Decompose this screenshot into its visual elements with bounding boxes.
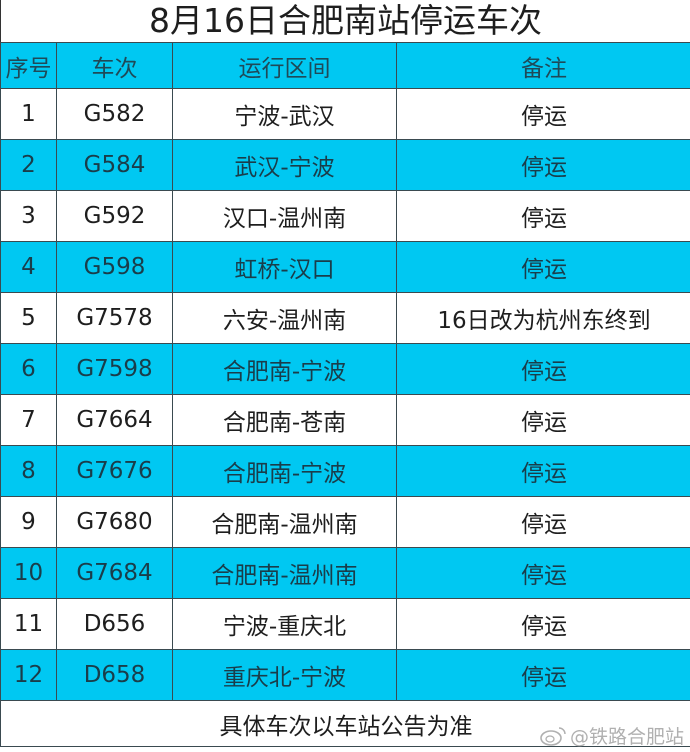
header-train: 车次	[56, 42, 173, 89]
cell-no: 12	[0, 649, 57, 701]
cell-route: 六安-温州南	[172, 292, 397, 344]
cell-no: 2	[0, 139, 57, 191]
cell-no: 4	[0, 241, 57, 293]
header-note: 备注	[396, 42, 690, 89]
cancelled-trains-table: 序号 车次 运行区间 备注 1 G582 宁波-武汉 停运 2 G584 武汉-宁波 停运 3 G…	[0, 42, 690, 747]
cell-train: G7578	[56, 292, 173, 344]
cell-no: 8	[0, 445, 57, 497]
table-row: 3 G592 汉口-温州南 停运	[0, 190, 690, 242]
cell-train: G7676	[56, 445, 173, 497]
header-no: 序号	[0, 42, 57, 89]
table-row: 11 D656 宁波-重庆北 停运	[0, 598, 690, 650]
cell-train: G584	[56, 139, 173, 191]
table-row: 4 G598 虹桥-汉口 停运	[0, 241, 690, 293]
cell-route: 合肥南-温州南	[172, 547, 397, 599]
cell-note: 16日改为杭州东终到	[396, 292, 690, 344]
cell-note: 停运	[396, 547, 690, 599]
cell-route: 合肥南-宁波	[172, 445, 397, 497]
cell-note: 停运	[396, 343, 690, 395]
cell-route: 重庆北-宁波	[172, 649, 397, 701]
cell-route: 宁波-重庆北	[172, 598, 397, 650]
table-row: 10 G7684 合肥南-温州南 停运	[0, 547, 690, 599]
cell-route: 武汉-宁波	[172, 139, 397, 191]
table-row: 6 G7598 合肥南-宁波 停运	[0, 343, 690, 395]
cell-no: 5	[0, 292, 57, 344]
cell-note: 停运	[396, 445, 690, 497]
cell-route: 宁波-武汉	[172, 88, 397, 140]
cell-note: 停运	[396, 598, 690, 650]
cell-train: D658	[56, 649, 173, 701]
cell-route: 虹桥-汉口	[172, 241, 397, 293]
cell-train: G592	[56, 190, 173, 242]
footer-note: 具体车次以车站公告为准	[0, 700, 690, 747]
cell-train: G7664	[56, 394, 173, 446]
cell-route: 合肥南-宁波	[172, 343, 397, 395]
table-row: 5 G7578 六安-温州南 16日改为杭州东终到	[0, 292, 690, 344]
table-row: 1 G582 宁波-武汉 停运	[0, 88, 690, 140]
watermark: @铁路合肥站	[539, 722, 684, 749]
table-row: 8 G7676 合肥南-宁波 停运	[0, 445, 690, 497]
weibo-icon	[540, 726, 566, 746]
page-title: 8月16日合肥南站停运车次	[0, 0, 690, 42]
cell-no: 3	[0, 190, 57, 242]
cell-note: 停运	[396, 241, 690, 293]
cell-no: 1	[0, 88, 57, 140]
table-row: 9 G7680 合肥南-温州南 停运	[0, 496, 690, 548]
table-row: 2 G584 武汉-宁波 停运	[0, 139, 690, 191]
header-route: 运行区间	[172, 42, 397, 89]
table-header: 序号 车次 运行区间 备注	[0, 42, 690, 89]
table-row: 12 D658 重庆北-宁波 停运	[0, 649, 690, 701]
cell-train: G7680	[56, 496, 173, 548]
cell-train: G7598	[56, 343, 173, 395]
cell-note: 停运	[396, 190, 690, 242]
watermark-text: @铁路合肥站	[569, 726, 684, 748]
cell-train: G7684	[56, 547, 173, 599]
cell-note: 停运	[396, 394, 690, 446]
cell-no: 11	[0, 598, 57, 650]
cell-no: 6	[0, 343, 57, 395]
cell-note: 停运	[396, 88, 690, 140]
cell-route: 合肥南-苍南	[172, 394, 397, 446]
cell-note: 停运	[396, 139, 690, 191]
cell-train: G582	[56, 88, 173, 140]
cell-train: G598	[56, 241, 173, 293]
cell-note: 停运	[396, 649, 690, 701]
cell-no: 7	[0, 394, 57, 446]
table-row: 7 G7664 合肥南-苍南 停运	[0, 394, 690, 446]
cell-train: D656	[56, 598, 173, 650]
cell-route: 合肥南-温州南	[172, 496, 397, 548]
cell-route: 汉口-温州南	[172, 190, 397, 242]
cell-no: 10	[0, 547, 57, 599]
cell-no: 9	[0, 496, 57, 548]
cell-note: 停运	[396, 496, 690, 548]
